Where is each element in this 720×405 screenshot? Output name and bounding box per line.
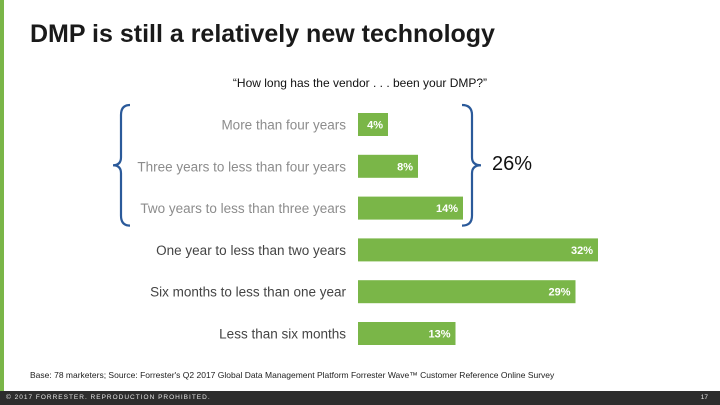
category-label-3: One year to less than two years [156,243,346,258]
bar-1 [358,154,418,178]
data-label-4: 29% [548,287,570,299]
data-label-2: 14% [436,203,458,215]
data-label-3: 32% [571,245,593,257]
bar-5 [358,322,456,345]
category-label-4: Six months to less than one year [150,285,346,300]
copyright-text: © 2017 FORRESTER. REPRODUCTION PROHIBITE… [6,394,211,401]
category-label-1: Three years to less than four years [137,159,346,174]
category-label-5: Less than six months [219,327,346,342]
page-number: 17 [700,394,708,401]
slide-title: DMP is still a relatively new technology [30,20,495,48]
survey-question: “How long has the vendor . . . been your… [232,76,488,90]
bar-2 [358,196,463,220]
category-label-0: More than four years [221,118,346,133]
data-label-1: 8% [397,161,413,173]
left-bracket [112,103,131,227]
right-bracket [461,103,482,227]
left-accent-bar [0,0,4,405]
base-note: Base: 78 marketers; Source: Forrester's … [30,370,555,380]
bar-4 [358,280,576,304]
grouped-total-callout: 26% [492,153,533,175]
data-label-0: 4% [367,120,383,132]
bar-0 [358,113,388,136]
data-label-5: 13% [428,329,450,341]
bar-3 [358,238,598,262]
footer-bar: © 2017 FORRESTER. REPRODUCTION PROHIBITE… [0,391,720,405]
category-label-2: Two years to less than three years [140,201,346,216]
